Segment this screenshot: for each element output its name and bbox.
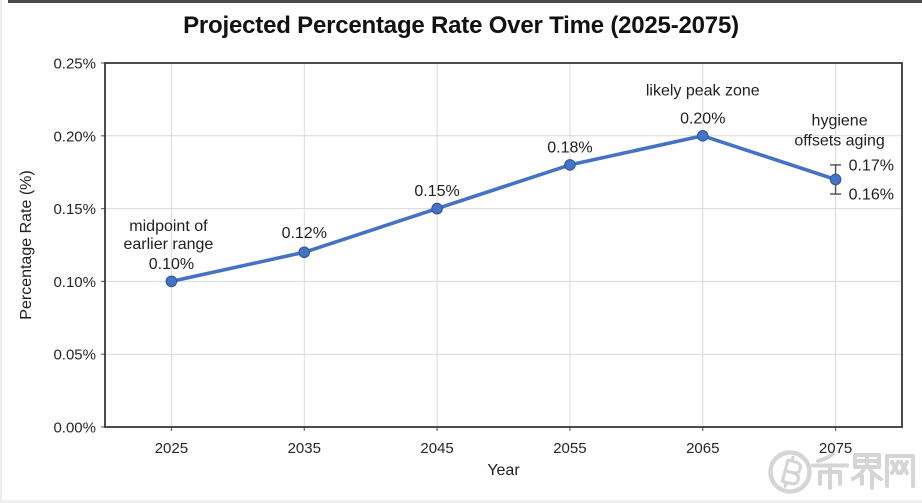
- data-point-label: 0.20%: [680, 110, 725, 127]
- watermark-graphic: [768, 450, 915, 494]
- annotation-text: midpoint of: [129, 218, 208, 235]
- data-point-label: 0.15%: [414, 183, 459, 200]
- bitcoin-coin-icon: [768, 450, 812, 494]
- y-tick-label: 0.05%: [53, 347, 96, 364]
- data-point-marker: [829, 173, 842, 186]
- error-bar-low-label: 0.16%: [849, 187, 894, 204]
- watermark-cjk-text: [811, 452, 915, 490]
- annotation-text: offsets aging: [794, 132, 884, 149]
- x-tick-label: 2075: [819, 440, 852, 457]
- data-point-label: 0.10%: [149, 256, 194, 273]
- error-bar-high-label: 0.17%: [849, 157, 894, 174]
- data-point-marker: [431, 202, 443, 215]
- data-point-label: 0.18%: [547, 139, 592, 156]
- data-point-marker: [298, 246, 311, 259]
- data-point-marker: [564, 159, 576, 171]
- x-tick-label: 2065: [686, 440, 719, 457]
- y-tick-label: 0.25%: [53, 56, 96, 73]
- trend-line: [169, 134, 838, 284]
- page-left-edge: [0, 0, 2, 503]
- watermark: [763, 446, 922, 500]
- x-axis-title: Year: [487, 462, 520, 479]
- window-top-edge: [8, 0, 922, 3]
- y-tick-label: 0.15%: [53, 201, 96, 218]
- x-tick-label: 2035: [288, 440, 321, 457]
- y-tick-label: 0.20%: [53, 128, 96, 145]
- x-tick-label: 2055: [553, 440, 586, 457]
- annotation-text: hygiene: [812, 112, 868, 129]
- chart-title: Projected Percentage Rate Over Time (202…: [183, 12, 739, 39]
- annotation-text: likely peak zone: [646, 82, 760, 99]
- plot-border: [104, 62, 903, 428]
- y-tick-label: 0.00%: [53, 420, 96, 437]
- x-tick-label: 2025: [155, 440, 188, 457]
- annotation-text: earlier range: [124, 236, 214, 253]
- x-tick-label: 2045: [420, 440, 453, 457]
- page-bottom-edge: [0, 500, 922, 503]
- y-tick-label: 0.10%: [53, 274, 96, 291]
- data-point-label: 0.12%: [282, 225, 327, 242]
- data-point-marker: [696, 130, 709, 142]
- data-point-marker: [165, 275, 178, 288]
